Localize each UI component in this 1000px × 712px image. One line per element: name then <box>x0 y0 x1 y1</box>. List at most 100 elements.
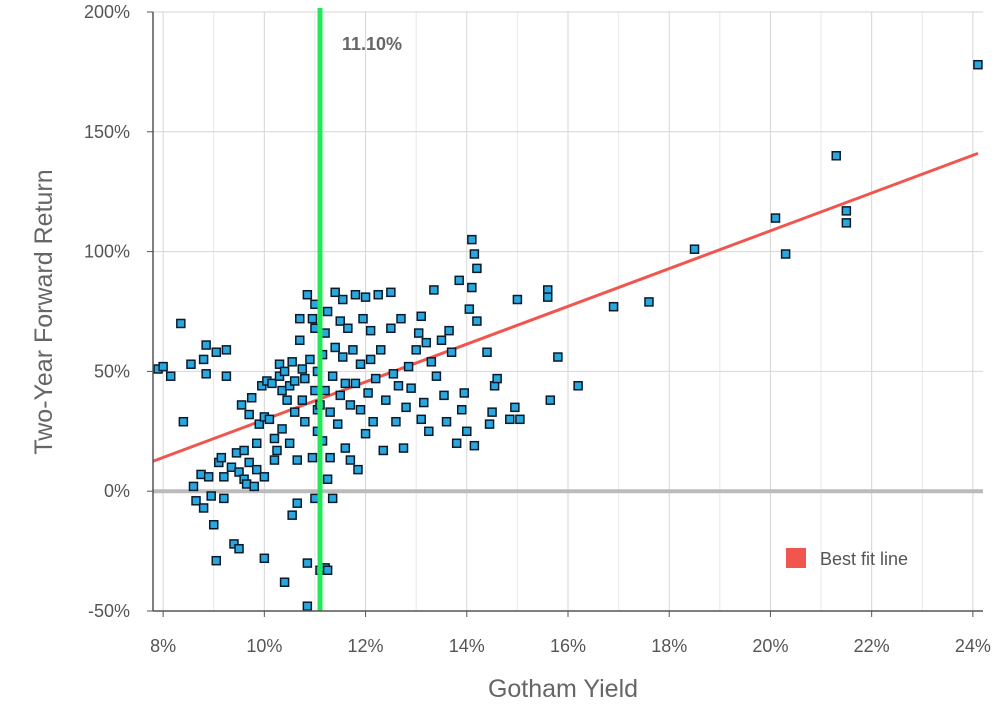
data-point <box>322 474 333 484</box>
data-point <box>353 464 363 475</box>
data-point <box>573 381 583 391</box>
data-point <box>287 357 297 367</box>
data-point <box>287 510 297 520</box>
data-point <box>176 318 186 329</box>
data-point <box>277 424 287 434</box>
legend-swatch-best-fit <box>786 548 806 568</box>
data-point <box>165 371 176 381</box>
data-point <box>608 301 619 312</box>
axis-layer: 8% 10% 12% 14% 16% 18% 20% 22% 24% -50% 0% 50% 100% 1… <box>84 2 991 656</box>
x-tick-label: 18% <box>651 636 687 656</box>
data-point <box>282 395 292 405</box>
data-point <box>284 438 295 449</box>
data-point <box>219 472 229 482</box>
data-point <box>360 428 371 439</box>
x-tick-label: 8% <box>150 636 176 656</box>
data-point <box>322 306 333 317</box>
data-point <box>553 352 563 362</box>
data-point <box>198 354 209 365</box>
data-point <box>413 328 424 338</box>
data-point <box>196 469 206 480</box>
x-tick-label: 16% <box>550 636 586 656</box>
data-point <box>403 361 414 372</box>
data-point <box>365 325 376 336</box>
data-point <box>348 345 358 355</box>
data-point <box>226 462 237 472</box>
data-point <box>274 371 285 381</box>
data-point <box>246 393 257 403</box>
data-point <box>252 438 262 449</box>
data-point <box>841 218 852 228</box>
data-point <box>429 285 439 295</box>
x-tick-label: 20% <box>752 636 788 656</box>
y-tick-label: 0% <box>104 481 130 501</box>
data-point <box>302 558 313 568</box>
data-point <box>244 409 254 420</box>
data-point <box>484 419 495 429</box>
data-point <box>424 426 434 437</box>
data-point <box>487 407 497 417</box>
data-point <box>436 335 447 346</box>
data-point <box>292 455 302 465</box>
data-point <box>360 292 371 302</box>
data-point <box>386 287 396 298</box>
data-point <box>322 565 333 576</box>
y-tick-label: 50% <box>94 361 130 381</box>
data-point <box>332 419 343 429</box>
data-point <box>419 397 429 408</box>
data-point <box>186 359 196 369</box>
data-point <box>307 313 318 324</box>
data-point <box>264 414 275 425</box>
data-point <box>178 416 189 427</box>
data-point <box>467 282 477 293</box>
points-layer <box>153 59 983 611</box>
data-point <box>221 371 232 381</box>
data-point <box>211 555 222 566</box>
data-point <box>219 493 229 504</box>
data-point <box>272 445 282 456</box>
data-point <box>221 345 232 355</box>
data-point <box>398 443 409 453</box>
data-point <box>492 373 502 384</box>
x-tick-label: 10% <box>246 636 282 656</box>
data-point <box>338 294 348 305</box>
data-point <box>274 359 285 369</box>
data-point <box>340 378 351 389</box>
data-point <box>229 539 239 549</box>
data-point <box>191 496 201 506</box>
legend-label-best-fit: Best fit line <box>820 549 908 569</box>
x-tick-label: 12% <box>348 636 384 656</box>
data-point <box>373 289 383 300</box>
data-point <box>284 381 295 391</box>
data-point <box>358 313 368 324</box>
data-point <box>368 416 378 427</box>
data-point <box>510 402 520 413</box>
data-point <box>234 543 244 554</box>
data-point <box>269 433 280 444</box>
data-point <box>441 416 452 427</box>
data-point <box>439 390 449 401</box>
data-point <box>393 381 404 391</box>
data-point <box>456 404 467 415</box>
data-point <box>365 354 376 365</box>
data-point <box>363 388 373 398</box>
data-point <box>259 472 270 482</box>
data-point <box>375 345 386 355</box>
data-point <box>472 316 482 326</box>
best-fit-line <box>152 151 979 463</box>
data-point <box>340 443 351 453</box>
data-point <box>206 491 216 501</box>
data-point <box>279 366 290 377</box>
data-point <box>469 249 480 259</box>
data-point <box>431 371 442 381</box>
data-point <box>444 325 454 336</box>
y-tick-label: -50% <box>88 601 130 621</box>
data-point <box>257 381 267 391</box>
data-point <box>201 369 211 379</box>
data-point <box>505 414 515 425</box>
data-point <box>472 263 482 274</box>
x-tick-label: 14% <box>449 636 485 656</box>
data-point <box>330 342 340 353</box>
data-point <box>305 354 315 365</box>
